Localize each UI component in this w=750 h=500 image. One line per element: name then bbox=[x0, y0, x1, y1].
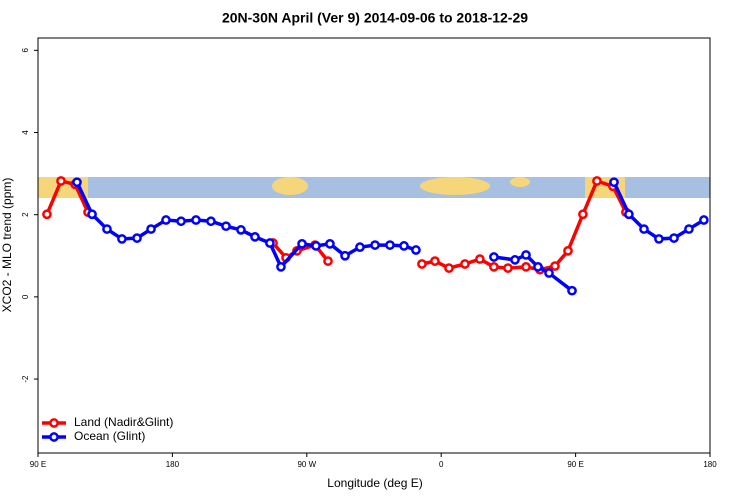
legend-label: Ocean (Glint) bbox=[74, 429, 145, 443]
point bbox=[276, 262, 286, 272]
legend-marker bbox=[49, 418, 59, 428]
point bbox=[417, 259, 427, 269]
point bbox=[578, 209, 588, 220]
point bbox=[102, 224, 112, 234]
x-tick-label: 0 bbox=[439, 460, 444, 469]
point bbox=[176, 216, 186, 227]
point bbox=[503, 263, 513, 273]
y-tick-label: -2 bbox=[21, 375, 30, 383]
point bbox=[639, 224, 649, 234]
y-tick-label: 4 bbox=[21, 130, 30, 135]
point bbox=[430, 256, 440, 266]
point bbox=[510, 255, 520, 265]
x-tick-label: 90 W bbox=[297, 460, 316, 469]
point bbox=[87, 209, 97, 220]
point bbox=[521, 262, 531, 272]
point bbox=[550, 261, 560, 271]
point bbox=[699, 215, 709, 225]
point bbox=[132, 233, 142, 243]
point bbox=[533, 262, 543, 272]
x-tick-label: 90 E bbox=[567, 460, 583, 469]
point bbox=[355, 242, 365, 252]
point bbox=[250, 232, 260, 242]
y-tick-label: 6 bbox=[21, 48, 30, 53]
legend-label: Land (Nadir&Glint) bbox=[74, 415, 173, 429]
point bbox=[489, 262, 499, 272]
series-line bbox=[75, 181, 705, 293]
point bbox=[624, 209, 634, 220]
point bbox=[56, 176, 66, 186]
point bbox=[236, 225, 246, 235]
point bbox=[325, 239, 335, 249]
point bbox=[265, 238, 275, 248]
point bbox=[311, 241, 321, 251]
point bbox=[521, 250, 531, 260]
x-tick-label: 180 bbox=[703, 460, 717, 469]
point bbox=[544, 268, 554, 278]
point bbox=[411, 245, 421, 255]
point bbox=[191, 215, 201, 225]
y-tick-label: 2 bbox=[21, 212, 30, 217]
point bbox=[72, 177, 82, 188]
point bbox=[117, 234, 127, 244]
chart-title: 20N-30N April (Ver 9) 2014-09-06 to 2018… bbox=[222, 10, 528, 26]
point bbox=[567, 285, 577, 296]
point bbox=[489, 252, 499, 262]
point bbox=[385, 240, 395, 250]
point bbox=[444, 263, 454, 273]
point bbox=[323, 256, 333, 266]
point bbox=[370, 240, 380, 250]
point bbox=[42, 209, 52, 220]
point bbox=[609, 177, 619, 188]
point bbox=[684, 224, 694, 234]
y-axis-label: XCO2 - MLO trend (ppm) bbox=[0, 178, 14, 313]
point bbox=[654, 234, 664, 244]
x-axis-label: Longitude (deg E) bbox=[327, 476, 422, 490]
point bbox=[221, 221, 231, 232]
map-band bbox=[38, 177, 710, 198]
point bbox=[146, 224, 156, 234]
point bbox=[206, 216, 216, 227]
point bbox=[460, 259, 470, 269]
x-tick-label: 180 bbox=[166, 460, 180, 469]
point bbox=[340, 250, 350, 261]
x-tick-label: 90 E bbox=[30, 460, 46, 469]
point bbox=[669, 233, 679, 243]
point bbox=[297, 239, 307, 249]
point bbox=[592, 176, 602, 186]
point bbox=[475, 254, 485, 264]
legend-marker bbox=[49, 432, 59, 442]
point bbox=[161, 215, 171, 225]
y-tick-label: 0 bbox=[21, 294, 30, 299]
point bbox=[399, 241, 409, 251]
plot-frame bbox=[37, 37, 711, 454]
point bbox=[563, 245, 573, 256]
